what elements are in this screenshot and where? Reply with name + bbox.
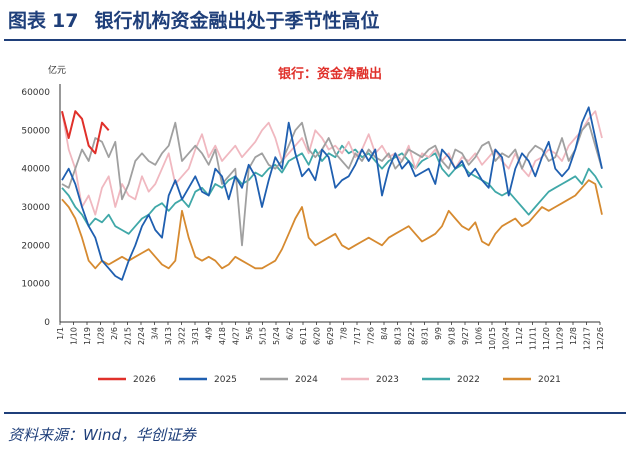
x-tick-label: 2/6 bbox=[110, 327, 119, 340]
legend-label-2025: 2025 bbox=[214, 375, 237, 385]
x-tick-label: 8/31 bbox=[421, 327, 430, 345]
x-tick-label: 12/8 bbox=[569, 327, 578, 345]
x-tick-label: 6/29 bbox=[326, 327, 335, 345]
y-tick-label: 20000 bbox=[21, 241, 50, 251]
y-tick-label: 60000 bbox=[21, 88, 50, 98]
x-tick-label: 10/6 bbox=[475, 327, 484, 345]
legend-label-2026: 2026 bbox=[133, 375, 156, 385]
x-tick-label: 9/18 bbox=[448, 327, 457, 345]
x-tick-label: 1/28 bbox=[97, 327, 106, 345]
legend-label-2023: 2023 bbox=[376, 375, 399, 385]
x-tick-label: 9/9 bbox=[434, 327, 443, 340]
x-tick-label: 6/20 bbox=[313, 327, 322, 345]
x-tick-label: 5/6 bbox=[245, 327, 254, 340]
x-tick-label: 4/18 bbox=[218, 327, 227, 345]
x-tick-label: 7/17 bbox=[353, 327, 362, 345]
y-tick-label: 10000 bbox=[21, 280, 50, 290]
x-tick-label: 1/1 bbox=[56, 327, 65, 340]
footer-rule bbox=[4, 412, 626, 414]
x-tick-label: 11/29 bbox=[556, 327, 565, 350]
figure-number: 17 bbox=[52, 10, 79, 32]
x-tick-label: 2/15 bbox=[124, 327, 133, 345]
y-tick-label: 0 bbox=[44, 318, 50, 328]
x-tick-label: 5/24 bbox=[272, 327, 281, 345]
x-tick-label: 11/2 bbox=[515, 327, 524, 345]
chart: 银行：资金净融出 亿元 0 10000 20000 30000 40000 50000 6000… bbox=[21, 64, 605, 385]
x-tick-label: 12/26 bbox=[596, 327, 605, 350]
chart-title: 银行：资金净融出 bbox=[278, 66, 382, 82]
x-tick-label: 10/24 bbox=[502, 327, 511, 350]
figure-title-text: 银行机构资金融出处于季节性高位 bbox=[94, 10, 380, 32]
figure-header: 图表 17 银行机构资金融出处于季节性高位 bbox=[0, 0, 629, 40]
figure-title: 图表 17 银行机构资金融出处于季节性高位 bbox=[8, 6, 379, 33]
x-tick-label: 10/15 bbox=[488, 327, 497, 350]
x-tick-label: 4/9 bbox=[205, 327, 214, 340]
series-line-2023 bbox=[61, 110, 603, 216]
legend-label-2024: 2024 bbox=[295, 375, 318, 385]
x-tick-label: 3/22 bbox=[178, 327, 187, 345]
x-tick-label: 5/15 bbox=[259, 327, 268, 345]
y-axis-label: 亿元 bbox=[48, 64, 66, 76]
x-tick-label: 8/22 bbox=[407, 327, 416, 345]
series-line-2026 bbox=[61, 110, 110, 155]
source-note: 资料来源：Wind，华创证券 bbox=[8, 426, 197, 444]
header-rule bbox=[4, 39, 626, 41]
x-tick-label: 8/4 bbox=[380, 327, 389, 340]
x-tick-label: 2/24 bbox=[137, 327, 146, 345]
y-tick-label: 40000 bbox=[21, 165, 50, 175]
series-line-2024 bbox=[61, 121, 603, 247]
x-tick-label: 12/17 bbox=[583, 327, 592, 350]
figure-label: 图表 bbox=[8, 10, 47, 32]
x-tick-label: 1/10 bbox=[70, 327, 79, 345]
x-tick-label: 3/4 bbox=[151, 327, 160, 340]
x-tick-label: 9/27 bbox=[461, 327, 470, 345]
legend-label-2021: 2021 bbox=[538, 375, 561, 385]
x-tick-label: 8/13 bbox=[394, 327, 403, 345]
x-tick-label: 4/27 bbox=[232, 327, 241, 345]
x-tick-label: 6/2 bbox=[286, 327, 295, 340]
x-tick-label: 7/26 bbox=[367, 327, 376, 345]
x-tick-label: 11/11 bbox=[529, 327, 538, 350]
series-line-2021 bbox=[61, 179, 603, 270]
y-tick-label: 50000 bbox=[21, 126, 50, 136]
series-line-2025 bbox=[61, 106, 603, 281]
series-line-2022 bbox=[61, 144, 603, 235]
legend-label-2022: 2022 bbox=[457, 375, 480, 385]
x-tick-label: 3/13 bbox=[164, 327, 173, 345]
x-tick-label: 7/8 bbox=[340, 327, 349, 340]
x-tick-label: 1/19 bbox=[83, 327, 92, 345]
x-tick-label: 6/11 bbox=[299, 327, 308, 345]
x-tick-label: 11/20 bbox=[542, 327, 551, 350]
x-tick-label: 3/31 bbox=[191, 327, 200, 345]
y-tick-label: 30000 bbox=[21, 203, 50, 213]
